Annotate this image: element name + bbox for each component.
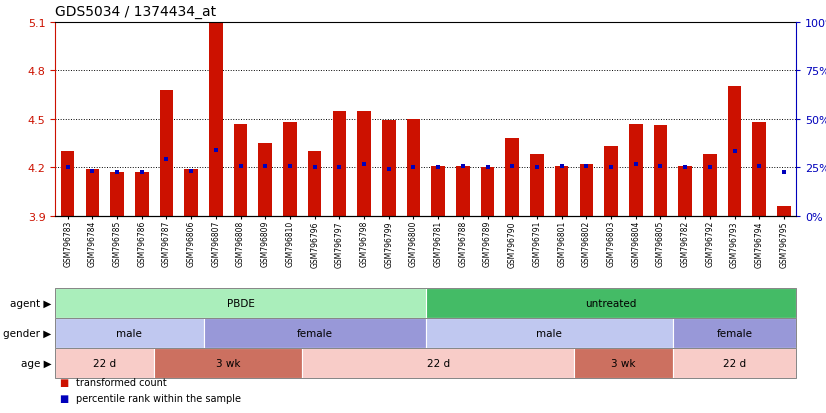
Bar [506, 139, 519, 216]
Text: 3 wk: 3 wk [216, 358, 240, 368]
Bar [605, 147, 618, 216]
Bar [580, 165, 593, 216]
Bar [86, 170, 99, 216]
Text: female: female [716, 328, 752, 338]
Text: 22 d: 22 d [426, 358, 449, 368]
Bar [406, 120, 420, 216]
Bar [728, 87, 741, 216]
Bar [382, 121, 396, 216]
Bar [259, 144, 272, 216]
Bar [184, 170, 198, 216]
Bar [752, 123, 766, 216]
Bar [283, 123, 297, 216]
Text: male: male [116, 328, 142, 338]
Text: female: female [297, 328, 333, 338]
Bar [308, 152, 321, 216]
Bar [61, 152, 74, 216]
Text: male: male [536, 328, 563, 338]
Bar [234, 124, 247, 216]
Text: GDS5034 / 1374434_at: GDS5034 / 1374434_at [55, 5, 216, 19]
Bar [135, 173, 149, 216]
Bar [456, 166, 470, 216]
Bar [431, 166, 445, 216]
Bar [481, 168, 494, 216]
Text: PBDE: PBDE [226, 299, 254, 309]
Bar [678, 166, 692, 216]
Text: untreated: untreated [586, 299, 637, 309]
Bar [530, 155, 544, 216]
Text: transformed count: transformed count [76, 377, 167, 387]
Text: 22 d: 22 d [93, 358, 116, 368]
Text: gender ▶: gender ▶ [3, 328, 51, 338]
Bar [777, 207, 790, 216]
Text: 22 d: 22 d [723, 358, 746, 368]
Bar [111, 173, 124, 216]
Bar [629, 124, 643, 216]
Bar [653, 126, 667, 216]
Text: ■: ■ [59, 377, 69, 387]
Bar [333, 112, 346, 216]
Text: percentile rank within the sample: percentile rank within the sample [76, 393, 241, 403]
Text: agent ▶: agent ▶ [10, 299, 51, 309]
Text: 3 wk: 3 wk [611, 358, 636, 368]
Text: ■: ■ [59, 393, 69, 403]
Bar [703, 155, 717, 216]
Bar [358, 112, 371, 216]
Text: age ▶: age ▶ [21, 358, 51, 368]
Bar [159, 90, 173, 216]
Bar [209, 24, 223, 216]
Bar [555, 166, 568, 216]
